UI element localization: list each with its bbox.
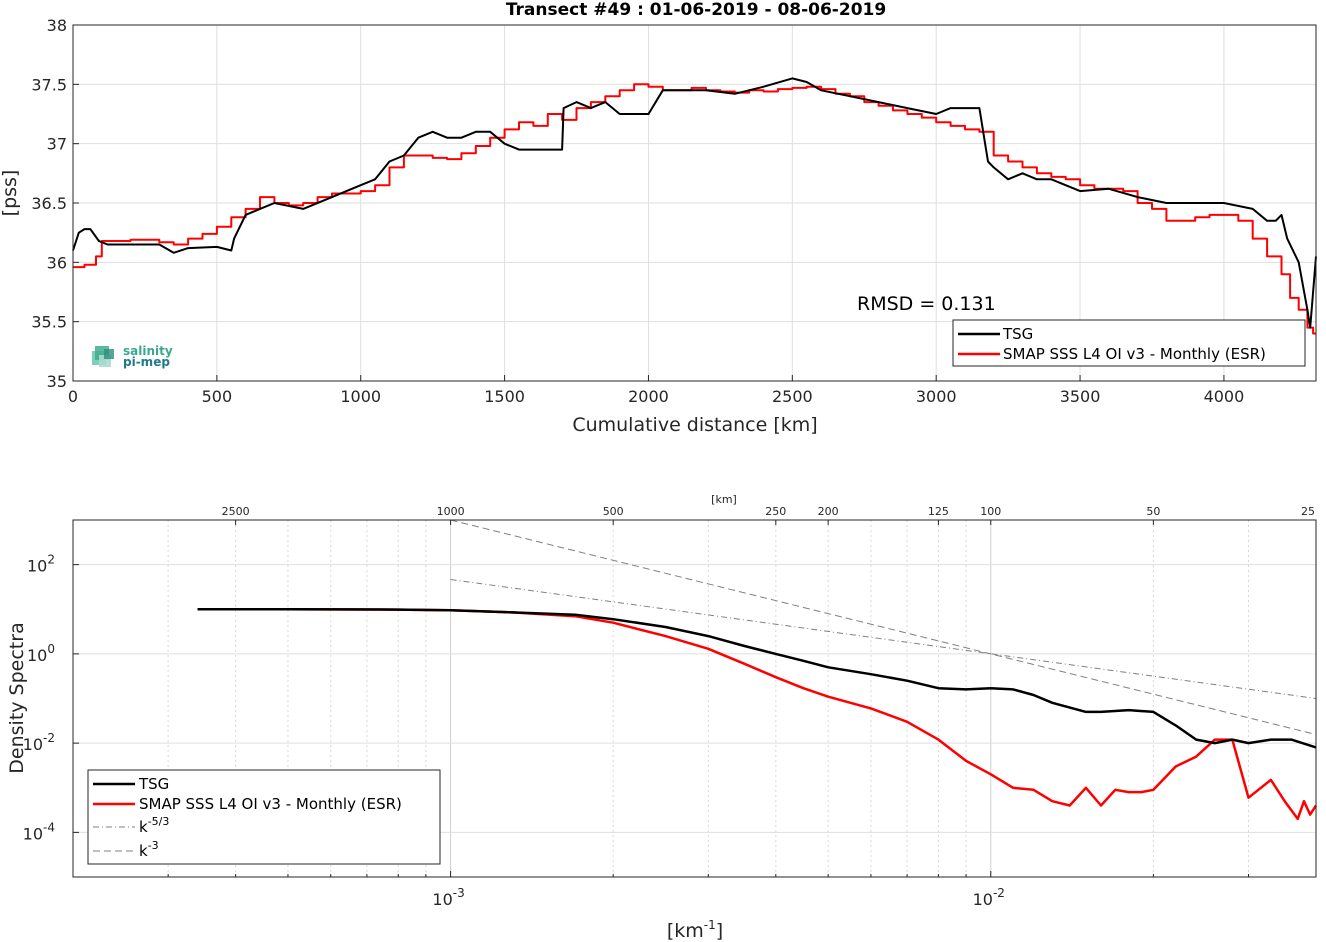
chart-title: Transect #49 : 01-06-2019 - 08-06-2019 [506,0,886,20]
logo-text-pi-mep: pi-mep [123,355,170,369]
top-tick-label: 1000 [437,505,465,518]
x-tick-label: 4000 [1204,387,1245,406]
x-ticks: 0 500 1000 1500 2000 2500 3000 3500 4000 [68,375,1244,406]
x-tick-label: 1000 [340,387,381,406]
y-tick-label: 37 [47,135,67,154]
x-tick-label: 2000 [628,387,669,406]
top-tick-label: 25 [1301,505,1315,518]
legend: TSG SMAP SSS L4 OI v3 - Monthly (ESR) k-… [87,769,441,865]
rmsd-annotation: RMSD = 0.131 [857,293,996,315]
plot-frame [72,519,1317,878]
x-tick-label: 1500 [484,387,525,406]
y-tick-label: 100 [27,642,55,665]
top-tick-label: 200 [818,505,839,518]
x-tick-label: 3500 [1060,387,1101,406]
top-tick-label: 50 [1146,505,1160,518]
logo-text-salinity: salinity [123,344,173,358]
salinity-pi-mep-logo: salinity pi-mep [92,344,173,369]
series-line-tsg [197,608,1317,749]
y-tick-label: 36 [47,253,67,272]
transect-chart: Transect #49 : 01-06-2019 - 08-06-2019 0… [0,0,1317,436]
series-line-k-5-3 [450,579,1317,699]
top-tick-label: 2500 [222,505,250,518]
y-tick-label: 10-4 [23,820,55,843]
y-tick-label: 35.5 [31,313,67,332]
legend-label-smap: SMAP SSS L4 OI v3 - Monthly (ESR) [139,795,402,813]
series-line-smap-sss-l4-oi-v3-monthly-esr [197,608,1318,821]
x-tick-label: 0 [68,387,78,406]
legend-label-tsg: TSG [1002,325,1033,343]
x-axis-label: Cumulative distance [km] [572,414,817,436]
series-line-tsg [72,77,1317,329]
top-axis-label: [km] [711,493,737,506]
legend-label-smap: SMAP SSS L4 OI v3 - Monthly (ESR) [1003,345,1266,363]
y-axis-label: Density Spectra [6,622,28,773]
top-tick-label: 100 [980,505,1001,518]
y-tick-label: 38 [47,16,67,35]
y-ticks: 35 35.5 36 36.5 37 37.5 38 [31,16,79,391]
x-tick-label: 3000 [916,387,957,406]
y-tick-label: 37.5 [31,75,67,94]
top-tick-label: 250 [765,505,786,518]
x-tick-label: 10-3 [432,886,464,909]
x-tick-label: 10-2 [973,886,1005,909]
series-lines [197,519,1318,821]
series-line-k-3 [450,519,1317,735]
series-lines [72,77,1317,335]
y-tick-label: 36.5 [31,194,67,213]
y-tick-label: 102 [27,553,55,576]
legend-label-tsg: TSG [138,775,169,793]
top-km-ticks: 2500 1000 500 250 200 125 100 50 25 [222,505,1317,525]
legend: TSG SMAP SSS L4 OI v3 - Monthly (ESR) [952,319,1306,367]
y-tick-label: 35 [47,372,67,391]
y-axis-label: [pss] [0,170,21,217]
top-tick-label: 125 [928,505,949,518]
x-axis-label: [km-1] [667,918,723,942]
x-tick-label: 500 [202,387,233,406]
x-tick-label: 2500 [772,387,813,406]
top-tick-label: 500 [603,505,624,518]
